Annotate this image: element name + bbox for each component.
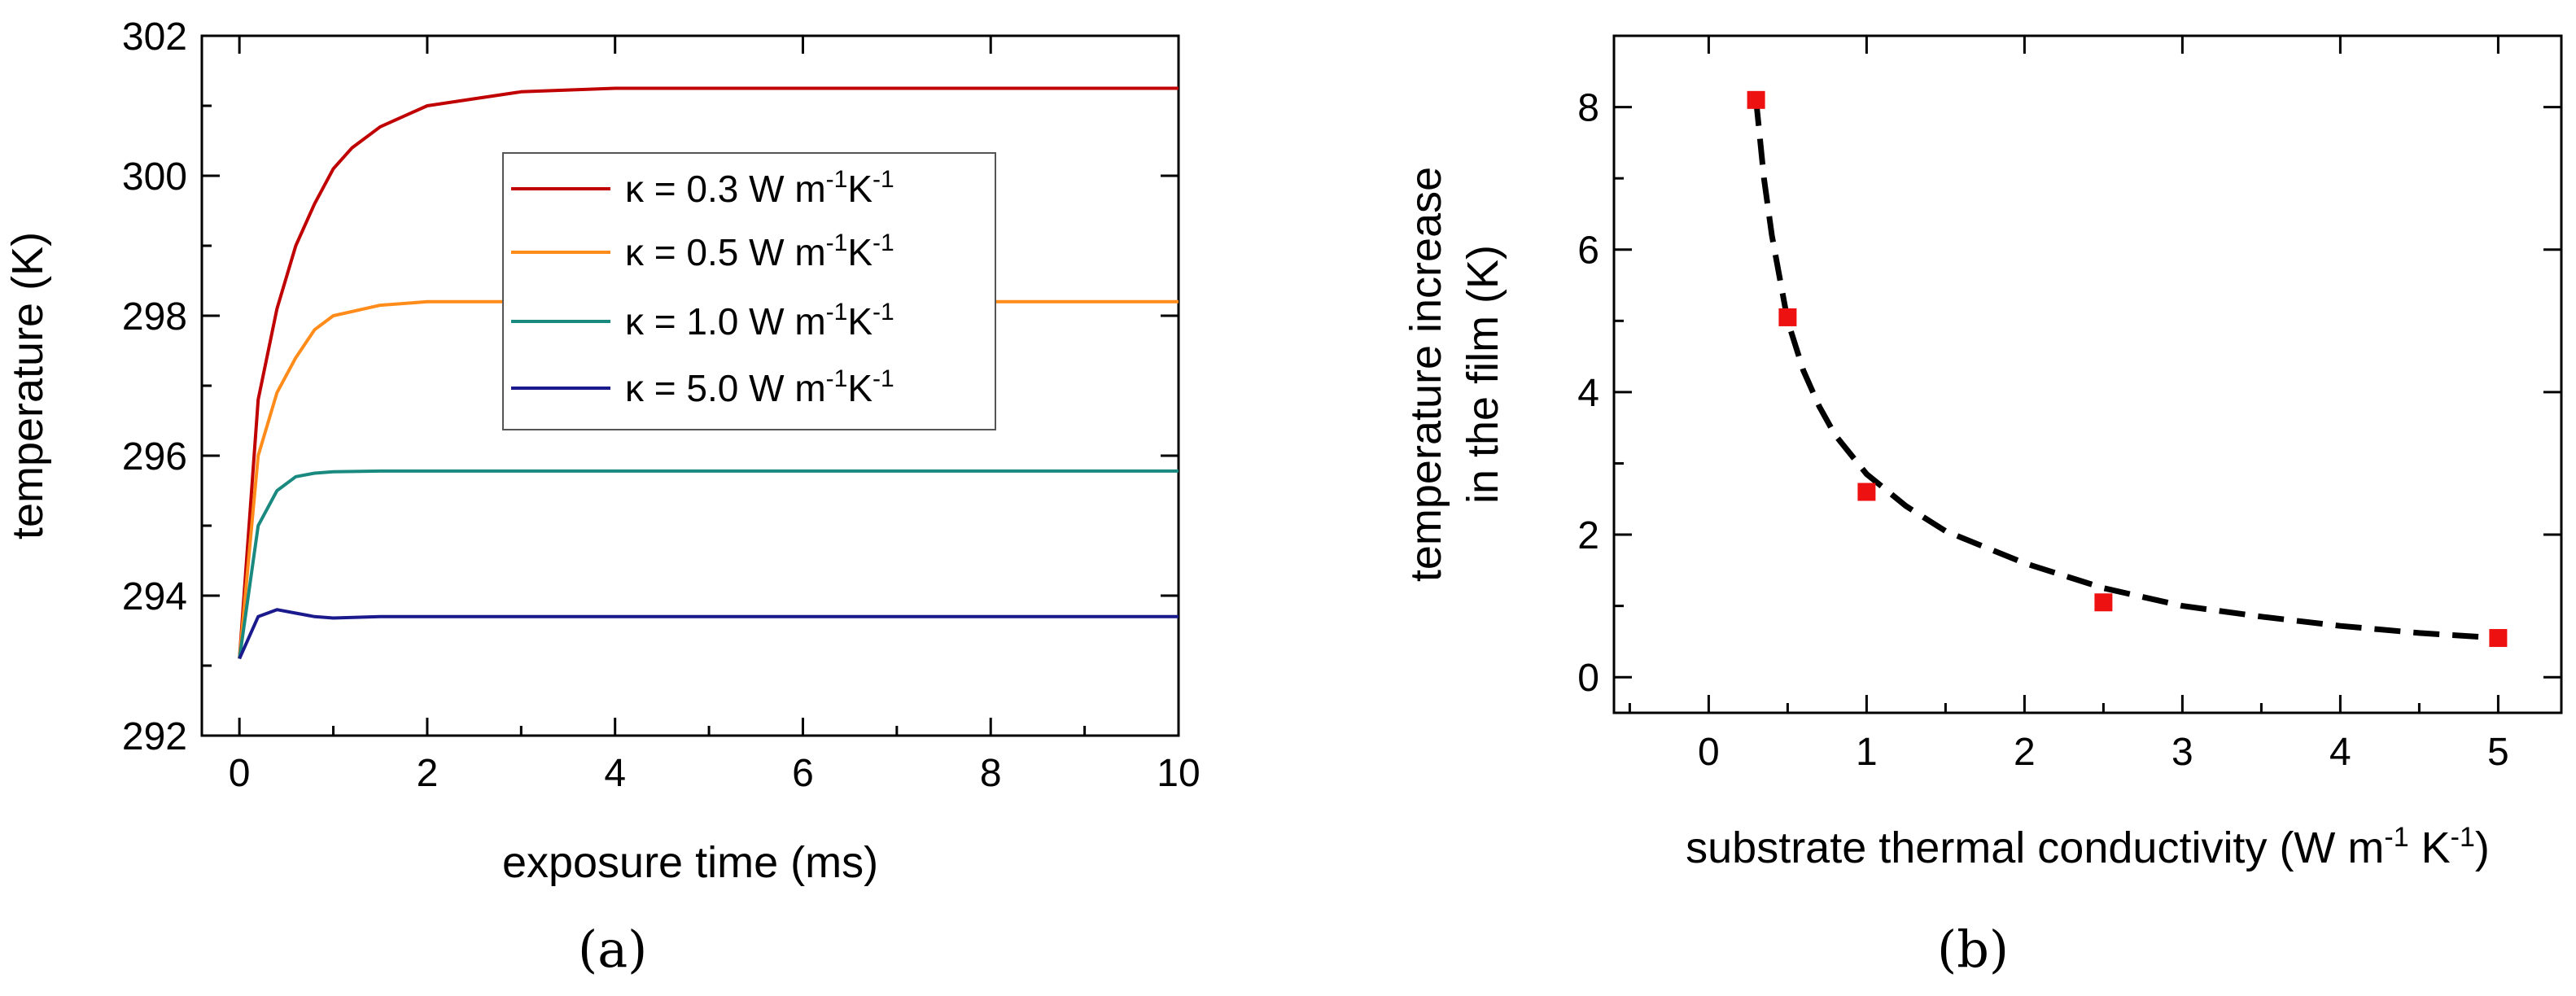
legend-entry-2: κ = 1.0 W m-1K-1 [511,299,894,343]
legend-entry-3: κ = 5.0 W m-1K-1 [511,365,894,409]
data-point-4 [2489,629,2508,648]
panel-a-y-ticks: 292 294 296 298 300 302 [122,15,1179,758]
panel-b-y-ticks: 0 2 4 6 8 [1577,87,2561,700]
panel-b-x-ticks: 0 1 2 3 4 5 [1628,36,2509,774]
b-xtick-label-2: 2 [2014,731,2036,774]
a-xtick-label-5: 10 [1157,752,1200,795]
b-ytick-label-0: 0 [1577,657,1599,700]
a-xtick-label-2: 4 [604,752,626,795]
data-point-2 [1857,483,1876,501]
a-ytick-label-4: 300 [122,155,187,199]
panel-b-plot-frame [1612,34,2563,714]
b-xtick-label-5: 5 [2487,731,2509,774]
a-xtick-label-4: 8 [980,752,1002,795]
legend-label-3: κ = 5.0 W m-1K-1 [625,365,894,409]
panel-a-x-ticks: 0 2 4 6 8 10 [229,36,1201,795]
b-xtick-label-3: 3 [2171,731,2193,774]
b-xtick-label-1: 1 [1856,731,1878,774]
panel-a-y-axis-label: temperature (K) [3,232,52,540]
panel-b: 0 1 2 3 4 5 0 2 4 6 8 substrate thermal conductiv… [1402,34,2563,979]
a-ytick-label-2: 296 [122,435,187,478]
panel-b-caption: (b) [1937,920,2009,979]
legend-label-0: κ = 0.3 W m-1K-1 [625,166,894,210]
panel-a-legend: κ = 0.3 W m-1K-1 κ = 0.5 W m-1K-1 κ = 1.… [502,152,996,430]
a-xtick-label-0: 0 [229,752,251,795]
legend-box [502,152,996,430]
legend-label-1: κ = 0.5 W m-1K-1 [625,229,894,273]
legend-label-2: κ = 1.0 W m-1K-1 [625,299,894,343]
data-point-0 [1747,90,1765,109]
panel-a-caption: (a) [578,920,647,979]
data-point-1 [1778,308,1797,326]
panel-b-data-points [1747,90,2508,648]
series-line-3 [238,608,1179,660]
a-xtick-label-3: 6 [792,752,814,795]
data-point-3 [2094,593,2113,612]
b-ytick-label-3: 6 [1577,229,1599,273]
legend-entry-1: κ = 0.5 W m-1K-1 [511,229,894,273]
panel-b-x-axis-label: substrate thermal conductivity (W m-1 K-… [1686,822,2490,872]
panel-b-fit-curve [1753,99,2499,641]
b-xtick-label-4: 4 [2329,731,2351,774]
b-xtick-label-0: 0 [1698,731,1720,774]
a-ytick-label-1: 294 [122,575,187,618]
b-ytick-label-2: 4 [1577,372,1599,415]
a-xtick-label-1: 2 [417,752,439,795]
panel-b-y-axis-label-line2: in the film (K) [1459,245,1507,504]
a-ytick-label-3: 298 [122,295,187,339]
a-ytick-label-5: 302 [122,15,187,59]
series-line-2 [238,469,1179,659]
panel-b-y-axis-label-line1: temperature increase [1402,167,1450,582]
b-ytick-label-4: 8 [1577,87,1599,130]
series-line-0 [238,86,1179,659]
legend-entry-0: κ = 0.3 W m-1K-1 [511,166,894,210]
panel-a-x-axis-label: exposure time (ms) [502,838,878,887]
a-ytick-label-0: 292 [122,715,187,758]
panel-a: 0 2 4 6 8 10 292 294 296 298 300 302 κ = 0.3 W m-1… [3,15,1201,979]
b-ytick-label-1: 2 [1577,514,1599,557]
